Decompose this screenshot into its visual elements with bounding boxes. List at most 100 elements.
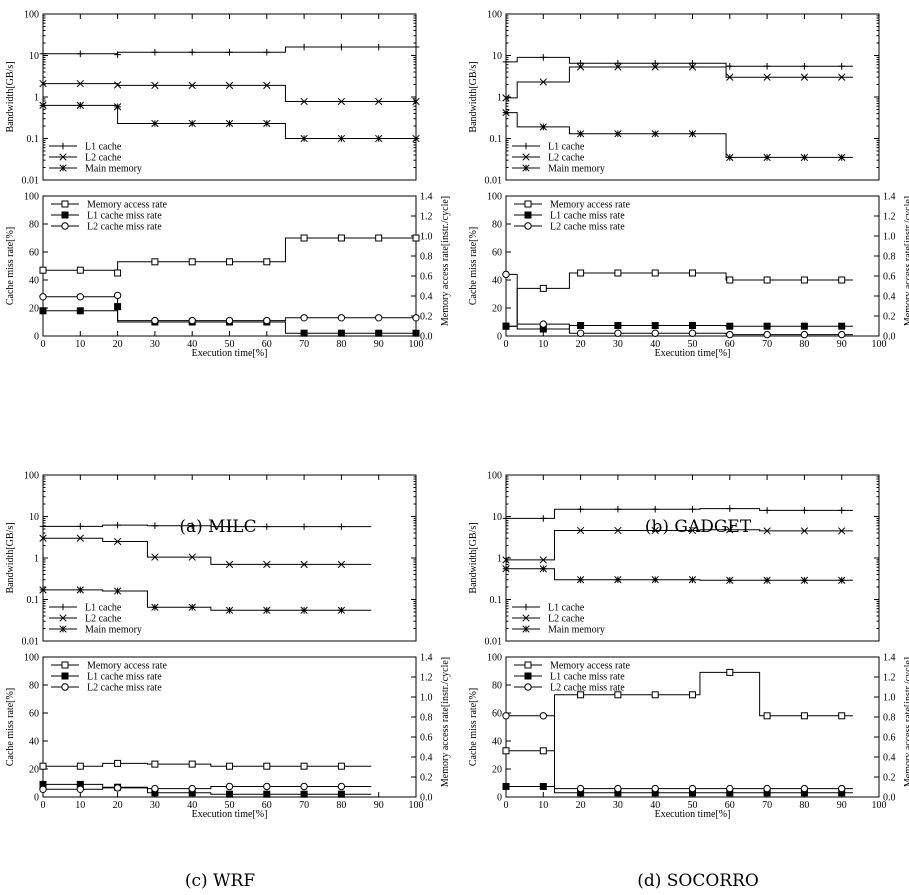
bandwidth-series-1-point [838,527,846,535]
legend-marker [59,142,67,150]
caption: (c) WRF [185,871,255,891]
bandwidth-series-1-point [726,73,734,81]
y2-tick-label: 0.8 [883,252,896,263]
miss-series-0-point [263,258,271,266]
miss-series-2-point [300,782,308,791]
miss-series-1-point [226,790,233,798]
miss-series-2-point [113,291,122,300]
legend-marker [61,661,69,669]
y-tick-label: 40 [492,276,502,287]
bandwidth-series-0-point [801,62,808,70]
y2-tick-label: 0.4 [420,753,433,764]
bandwidth-series-0-point [726,505,734,512]
miss-series-1-point [763,322,771,330]
bandwidth-series-1-line [43,83,416,102]
y2-tick-label: 0.0 [420,793,433,804]
miss-series-2-point [412,314,420,322]
miss-series-0-point [188,760,196,768]
miss-series-0-point [614,269,622,277]
y2-tick-label: 0.0 [883,793,896,804]
miss-series-2-point [39,785,47,793]
x-tick-label: 40 [650,800,660,811]
miss-series-1-point [689,322,696,329]
bandwidth-series-0-point [226,48,233,56]
bandwidth-series-2-point [502,108,510,117]
y2-tick-label: 0.0 [883,332,896,343]
legend-label: Main memory [548,164,605,175]
miss-series-2-point [375,314,383,322]
miss-series-0-line [43,762,372,767]
y-tick-label: 100 [24,653,39,664]
miss-series-2-point [337,782,346,791]
miss-series-0-point [226,258,233,266]
bandwidth-series-2-point [726,576,734,584]
y2-tick-label: 0.8 [420,252,433,263]
miss-series-1-point [39,307,47,315]
bandwidth-series-0-point [651,505,659,513]
bandwidth-series-2-point [337,606,346,614]
y-tick-label: 100 [24,192,39,203]
legend-label: L2 cache miss rate [550,683,625,694]
bandwidth-series-2-point [76,101,84,109]
bandwidth-y-label: Bandwidth[GB/s] [5,522,16,593]
miss-series-0-point [114,759,122,767]
miss-series-0-point [76,762,84,770]
y2-tick-label: 1.4 [883,653,896,664]
miss-series-2-point [502,270,510,279]
bandwidth-series-1-point [688,63,697,71]
bandwidth-series-2-point [502,565,510,573]
bandwidth-series-0-point [39,523,47,530]
miss-series-2-line [506,273,853,336]
bandwidth-series-1-point [726,526,734,534]
x-tick-label: 20 [576,800,586,811]
y-tick-label: 60 [492,709,502,720]
bandwidth-series-0-point [726,62,734,70]
x-tick-label: 30 [150,339,160,350]
bandwidth-series-1-point [539,78,547,86]
bandwidth-series-1-point [375,97,383,106]
legend-marker [522,614,530,622]
bandwidth-series-0-point [77,50,84,58]
bandwidth-series-0-point [188,522,196,530]
miss-series-1-point [300,329,308,337]
bandwidth-series-2-point [539,123,547,131]
bandwidth-series-2-point [263,119,271,128]
miss-series-2-point [263,782,271,791]
bandwidth-series-2-point [838,153,846,162]
bandwidth-series-0-point [338,43,345,51]
miss-series-2-point [838,784,846,793]
bandwidth-series-0-point [77,523,84,530]
legend-label: L2 cache [85,614,122,625]
legend-marker [61,200,69,208]
bandwidth-series-0-line [43,524,372,528]
bandwidth-series-0-point [577,59,584,67]
bandwidth-series-2-point [838,576,846,584]
legend-label: Memory access rate [550,200,631,211]
miss-series-2-point [300,314,308,322]
x-tick-label: 0 [41,339,46,350]
miss-series-2-point [651,784,659,793]
bandwidth-series-1-point [412,97,420,106]
y-tick-label: 1 [34,93,39,104]
y-tick-label: 20 [29,304,39,315]
miss-series-2-line [506,715,853,790]
bandwidth-series-0-point [39,50,47,58]
legend-marker [59,164,67,172]
miss-series-2-point [188,784,196,793]
bandwidth-series-1-point [614,526,622,535]
miss-series-2-point [838,330,846,339]
x-tick-label: 10 [75,339,85,350]
miss-series-1-point [614,322,622,329]
x-tick-label: 60 [725,339,735,350]
x-tick-label: 100 [409,339,424,350]
legend-marker [59,153,67,161]
y2-tick-label: 0.6 [883,272,896,283]
bandwidth-series-1-point [113,81,122,89]
bandwidth-series-2-point [614,130,622,138]
x-tick-label: 100 [872,800,887,811]
bandwidth-series-1-point [76,79,84,88]
legend-marker [61,683,69,691]
legend-marker [61,222,69,230]
y-tick-label: 40 [29,737,39,748]
bandwidth-series-2-point [651,130,659,138]
